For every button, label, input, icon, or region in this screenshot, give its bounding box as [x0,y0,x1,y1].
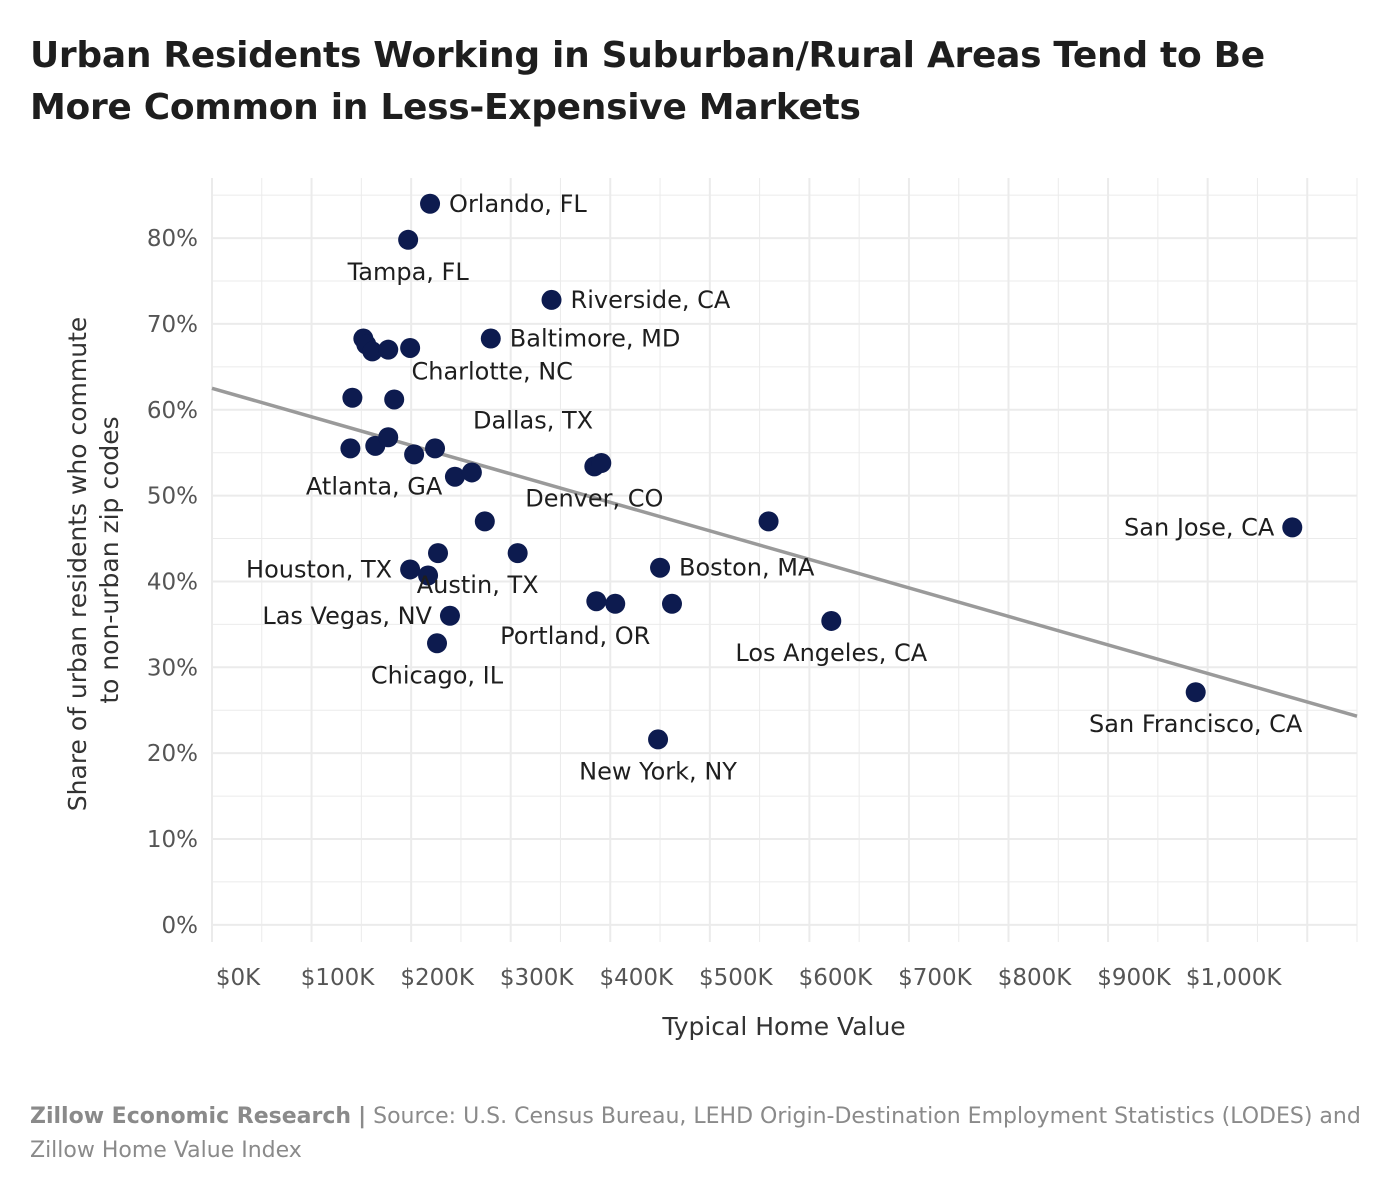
y-axis-label-line-1: Share of urban residents who commute [63,317,92,812]
x-tick-label: $200K [400,965,475,991]
footer-source: Zillow Economic Research | Source: U.S. … [30,1100,1370,1168]
x-axis-label: Typical Home Value [661,1012,905,1041]
data-point [541,289,562,310]
data-point [378,427,399,448]
y-tick-label: 20% [147,741,198,767]
y-axis-label: Share of urban residents who commute to … [63,309,124,811]
x-tick-label: $600K [799,965,874,991]
data-point [661,593,682,614]
data-point [420,193,441,214]
x-tick-label: $800K [998,965,1073,991]
x-tick-label: $0K [216,965,261,991]
x-tick-label: $100K [301,965,376,991]
data-point [480,328,501,349]
point-label: Austin, TX [417,571,539,599]
point-label: Portland, OR [500,622,650,650]
y-axis-label-line-2: to non-urban zip codes [95,416,124,703]
y-tick-label: 10% [147,827,198,853]
point-label: Baltimore, MD [510,325,681,353]
data-point [1185,682,1206,703]
data-point [586,591,607,612]
data-point [384,389,405,410]
data-point [758,511,779,532]
data-point [461,462,482,483]
data-point [342,387,363,408]
y-axis-ticks: 0% 10% 20% 30% 40% 50% 60% 70% 80% [147,226,198,939]
point-label: New York, NY [579,757,737,785]
data-point [418,565,439,586]
x-tick-label: $900K [1097,965,1172,991]
y-tick-label: 70% [147,312,198,338]
point-label: Charlotte, NC [411,357,572,385]
point-label: Atlanta, GA [306,472,443,500]
footer-org: Zillow Economic Research [30,1104,352,1129]
x-tick-label: $400K [599,965,674,991]
x-tick-label: $500K [699,965,774,991]
data-point [474,511,495,532]
data-points [340,193,1303,750]
trend-line [211,386,1358,718]
point-label: Orlando, FL [449,190,587,218]
point-label: Los Angeles, CA [735,639,927,667]
point-label: San Francisco, CA [1089,710,1303,738]
y-tick-label: 30% [147,655,198,681]
y-tick-label: 50% [147,484,198,510]
data-point [400,337,421,358]
data-point [648,729,669,750]
point-label: Tampa, FL [347,258,470,286]
x-tick-label: $300K [500,965,575,991]
data-point [362,341,383,362]
point-label: Riverside, CA [571,286,731,314]
data-point [428,543,449,564]
data-point [378,339,399,360]
footer-separator: | [358,1104,367,1129]
point-label: San Jose, CA [1124,513,1275,541]
point-label: Las Vegas, NV [262,602,432,630]
data-point [340,438,361,459]
x-tick-label: $1,000K [1186,965,1282,991]
data-point [404,444,425,465]
point-label: Boston, MA [679,554,815,582]
point-labels: Orlando, FL Tampa, FL Riverside, CA Baltimo… [246,190,1303,786]
point-label: Denver, CO [525,484,663,512]
data-point [439,605,460,626]
point-label: Dallas, TX [473,406,593,434]
data-point [591,452,612,473]
data-point [400,559,421,580]
x-axis-ticks: $0K $100K $200K $300K $400K $500K $600K $700K $8… [216,965,1283,991]
data-point [821,610,842,631]
point-label: Chicago, IL [371,661,504,689]
y-tick-label: 0% [162,913,199,939]
data-point [605,593,626,614]
chart-title: Urban Residents Working in Suburban/Rura… [30,35,1265,128]
y-tick-label: 40% [147,569,198,595]
data-point [427,633,448,654]
data-point [650,557,671,578]
y-tick-label: 80% [147,226,198,252]
point-label: Houston, TX [246,555,392,583]
data-point [1282,517,1303,538]
y-tick-label: 60% [147,398,198,424]
data-point [507,543,528,564]
scatter-chart: $0K $100K $200K $300K $400K $500K $600K $700K $8… [63,178,1358,1041]
x-tick-label: $700K [898,965,973,991]
data-point [444,466,465,487]
data-point [425,438,446,459]
footer-source-text: Source: U.S. Census Bureau, LEHD Origin-… [30,1104,1361,1163]
data-point [398,229,419,250]
